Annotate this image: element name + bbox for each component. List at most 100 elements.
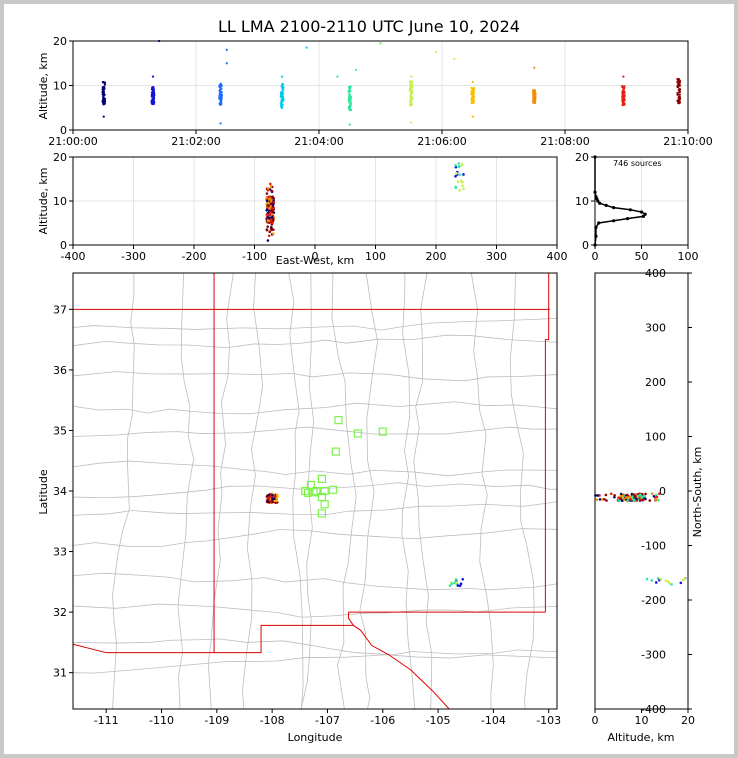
source-point xyxy=(269,218,273,222)
station-marker xyxy=(320,500,329,509)
source-point xyxy=(678,96,681,99)
county-line xyxy=(401,273,416,709)
source-point xyxy=(648,499,652,502)
x-tick-label: -103 xyxy=(536,714,561,727)
county-line xyxy=(73,654,557,674)
source-point xyxy=(456,584,460,587)
y-tick-label: -300 xyxy=(641,649,666,662)
source-point xyxy=(641,498,644,502)
source-point xyxy=(644,492,647,496)
source-point xyxy=(409,95,412,98)
x-tick-label: 100 xyxy=(365,250,386,263)
source-point xyxy=(410,97,413,100)
source-point xyxy=(219,83,223,87)
source-point xyxy=(453,57,456,60)
source-point xyxy=(267,195,271,199)
source-point xyxy=(454,175,457,178)
y-tick-label: 10 xyxy=(53,195,67,208)
histogram-point xyxy=(641,214,645,218)
station-marker xyxy=(378,427,387,436)
source-point xyxy=(152,91,155,94)
source-point xyxy=(641,492,644,496)
source-point xyxy=(598,498,602,501)
source-point xyxy=(617,499,621,502)
y-tick-label: 34 xyxy=(53,485,67,498)
state-border-line xyxy=(353,625,450,709)
figure-frame xyxy=(4,4,734,754)
source-point xyxy=(617,496,620,499)
x-tick-label: 0 xyxy=(312,250,319,263)
histogram-point xyxy=(604,203,608,207)
source-point xyxy=(266,500,269,503)
x-tick-label: 300 xyxy=(486,250,507,263)
y-tick-label: 0 xyxy=(60,124,67,137)
county-line xyxy=(73,501,557,516)
source-point xyxy=(598,494,601,497)
source-point xyxy=(470,101,474,104)
station-marker xyxy=(320,486,329,496)
y-tick-label: 0 xyxy=(582,239,589,252)
source-point xyxy=(462,187,465,191)
source-point xyxy=(266,225,269,228)
source-point xyxy=(677,80,680,83)
x-tick-label: -100 xyxy=(242,250,267,263)
source-point xyxy=(267,493,270,497)
source-point xyxy=(643,495,647,498)
y-tick-label: 20 xyxy=(53,35,67,48)
source-point xyxy=(677,98,681,101)
county-line xyxy=(413,273,433,709)
north-south-ticks: 0 10 20 -400 -300 -200 -100 0 100 200 300 400 xyxy=(592,267,696,727)
source-point xyxy=(151,75,155,78)
source-point xyxy=(379,42,382,45)
x-tick-label: 400 xyxy=(547,250,568,263)
source-point xyxy=(270,225,273,229)
x-tick-label: -105 xyxy=(426,714,451,727)
source-point xyxy=(269,185,273,188)
source-point xyxy=(655,493,658,497)
north-south-panel: 0 10 20 -400 -300 -200 -100 0 100 200 300 400 Altit… xyxy=(592,267,705,744)
y-tick-label: -200 xyxy=(641,594,666,607)
north-south-points xyxy=(594,492,687,586)
source-point xyxy=(609,492,613,496)
source-point xyxy=(596,494,599,497)
source-point xyxy=(268,213,272,216)
source-point xyxy=(281,95,284,99)
source-point xyxy=(619,492,623,496)
source-point xyxy=(410,121,413,124)
county-line xyxy=(177,273,195,709)
source-point xyxy=(471,90,474,93)
station-marker xyxy=(309,488,318,497)
station-marker xyxy=(353,429,362,438)
source-point xyxy=(103,87,106,90)
source-point xyxy=(462,173,465,176)
east-west-points xyxy=(265,162,465,242)
source-point xyxy=(273,497,276,500)
source-point xyxy=(265,197,268,200)
source-point xyxy=(268,197,272,201)
source-point xyxy=(458,173,462,176)
source-point xyxy=(472,99,476,102)
x-tick-label: -200 xyxy=(182,250,207,263)
source-point xyxy=(220,91,223,94)
source-point xyxy=(679,581,683,585)
source-point xyxy=(595,498,599,501)
station-markers xyxy=(301,416,387,518)
source-point xyxy=(410,75,413,78)
county-line xyxy=(73,334,557,349)
x-tick-label: 21:00:00 xyxy=(48,135,97,148)
y-tick-label: 33 xyxy=(53,546,67,559)
county-line xyxy=(73,603,557,618)
histogram-point xyxy=(625,217,630,221)
x-tick-label: 0 xyxy=(592,714,599,727)
source-point xyxy=(638,498,642,501)
source-point xyxy=(470,86,473,90)
source-point xyxy=(532,93,535,97)
source-point xyxy=(460,162,464,166)
source-point xyxy=(621,84,624,88)
source-point xyxy=(645,577,649,581)
north-south-xlabel: Altitude, km xyxy=(607,731,674,744)
source-point xyxy=(411,80,414,84)
source-point xyxy=(270,189,274,193)
x-tick-label: 20 xyxy=(681,714,695,727)
source-point xyxy=(533,66,536,69)
